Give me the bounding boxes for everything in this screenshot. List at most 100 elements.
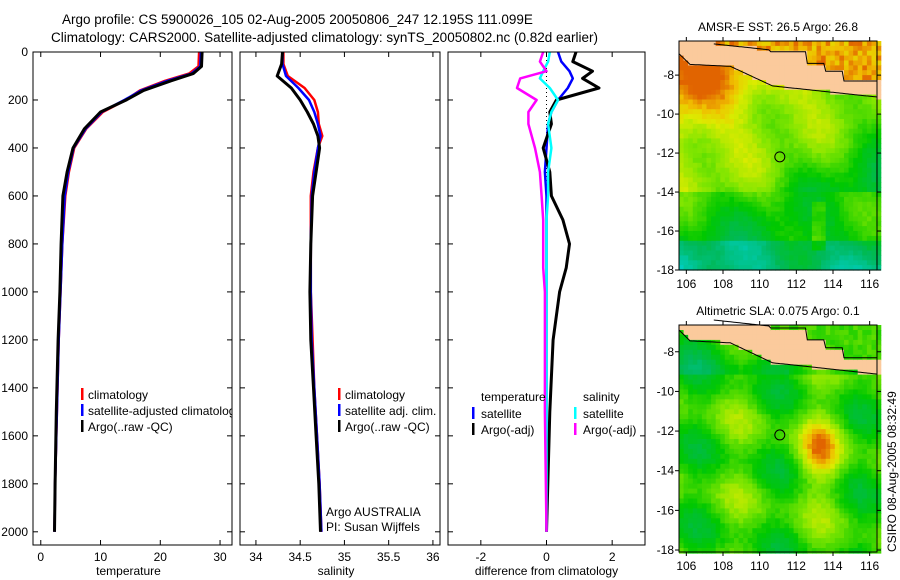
field-cell xyxy=(811,157,818,164)
field-cell xyxy=(789,419,795,425)
field-cell xyxy=(807,153,813,159)
field-cell xyxy=(701,424,708,430)
field-cell xyxy=(724,429,730,435)
field-cell xyxy=(720,518,726,524)
field-cell xyxy=(692,70,698,76)
field-cell xyxy=(830,94,836,101)
legend-label: satellite adj. clim. xyxy=(345,404,436,418)
field-cell xyxy=(720,448,726,455)
field-cell xyxy=(862,55,868,62)
field-cell xyxy=(862,143,868,149)
field-cell xyxy=(752,104,758,110)
field-cell xyxy=(724,448,730,455)
field-cell xyxy=(770,123,776,130)
field-cell xyxy=(857,143,863,149)
field-cell xyxy=(683,123,689,130)
land-cell xyxy=(720,60,726,66)
land-cell xyxy=(866,359,873,366)
field-cell xyxy=(688,379,694,386)
field-cell xyxy=(825,468,831,475)
field-cell xyxy=(816,45,822,52)
land-cell xyxy=(766,80,772,86)
field-cell xyxy=(688,339,694,346)
field-cell xyxy=(779,523,785,529)
field-cell xyxy=(701,167,708,174)
field-cell xyxy=(857,379,863,386)
field-cell xyxy=(701,498,708,505)
land-cell xyxy=(715,330,721,336)
field-cell xyxy=(844,192,850,198)
field-cell xyxy=(811,153,818,159)
field-cell xyxy=(866,153,873,159)
field-cell xyxy=(839,424,845,430)
field-cell xyxy=(711,478,717,485)
field-cell xyxy=(688,548,694,554)
field-cell xyxy=(798,250,804,256)
field-cell xyxy=(784,123,790,130)
field-cell xyxy=(811,123,818,130)
field-cell xyxy=(830,45,836,52)
field-cell xyxy=(692,543,698,549)
land-cell xyxy=(789,50,795,57)
field-cell xyxy=(821,167,827,174)
field-cell xyxy=(697,167,703,174)
field-cell xyxy=(720,128,726,135)
field-cell xyxy=(844,109,850,115)
field-cell xyxy=(752,424,758,430)
field-cell xyxy=(839,41,845,47)
field-cell xyxy=(825,216,831,222)
field-cell xyxy=(807,99,813,105)
field-cell xyxy=(688,344,694,351)
field-cell xyxy=(715,221,721,227)
field-cell xyxy=(876,221,882,227)
field-cell xyxy=(701,157,708,164)
field-cell xyxy=(729,99,735,105)
field-cell xyxy=(784,182,790,188)
field-cell xyxy=(724,75,730,81)
field-cell xyxy=(862,458,868,465)
field-cell xyxy=(729,488,735,495)
field-cell xyxy=(692,84,698,91)
field-cell xyxy=(729,453,735,460)
field-cell xyxy=(779,109,785,115)
field-cell xyxy=(830,453,836,460)
field-cell xyxy=(761,409,767,415)
field-cell xyxy=(729,196,735,203)
field-cell xyxy=(802,548,808,554)
field-cell xyxy=(862,468,868,475)
field-cell xyxy=(729,404,735,410)
field-cell xyxy=(692,369,698,376)
field-cell xyxy=(816,543,822,549)
field-cell xyxy=(688,89,694,96)
field-cell xyxy=(711,414,717,420)
field-cell xyxy=(756,250,763,256)
field-cell xyxy=(711,143,717,149)
field-cell xyxy=(784,128,790,135)
field-cell xyxy=(711,538,717,544)
field-cell xyxy=(724,80,730,86)
field-cell xyxy=(848,538,854,544)
field-cell xyxy=(697,508,703,514)
field-cell xyxy=(830,50,836,57)
field-cell xyxy=(866,448,873,455)
field-cell xyxy=(770,182,776,188)
field-cell xyxy=(692,138,698,144)
field-cell xyxy=(825,143,831,149)
field-cell xyxy=(784,369,790,376)
field-cell xyxy=(862,60,868,66)
field-cell xyxy=(706,167,712,174)
field-cell xyxy=(734,369,740,376)
field-cell xyxy=(692,439,698,445)
field-cell xyxy=(830,143,836,149)
field-cell xyxy=(784,384,790,391)
field-cell xyxy=(816,206,822,213)
field-cell xyxy=(688,84,694,91)
field-cell xyxy=(779,498,785,505)
field-cell xyxy=(679,414,685,420)
field-cell xyxy=(770,138,776,144)
field-cell xyxy=(679,503,685,509)
field-cell xyxy=(816,172,822,179)
field-cell xyxy=(857,216,863,222)
field-cell xyxy=(697,419,703,425)
field-cell xyxy=(866,240,873,247)
